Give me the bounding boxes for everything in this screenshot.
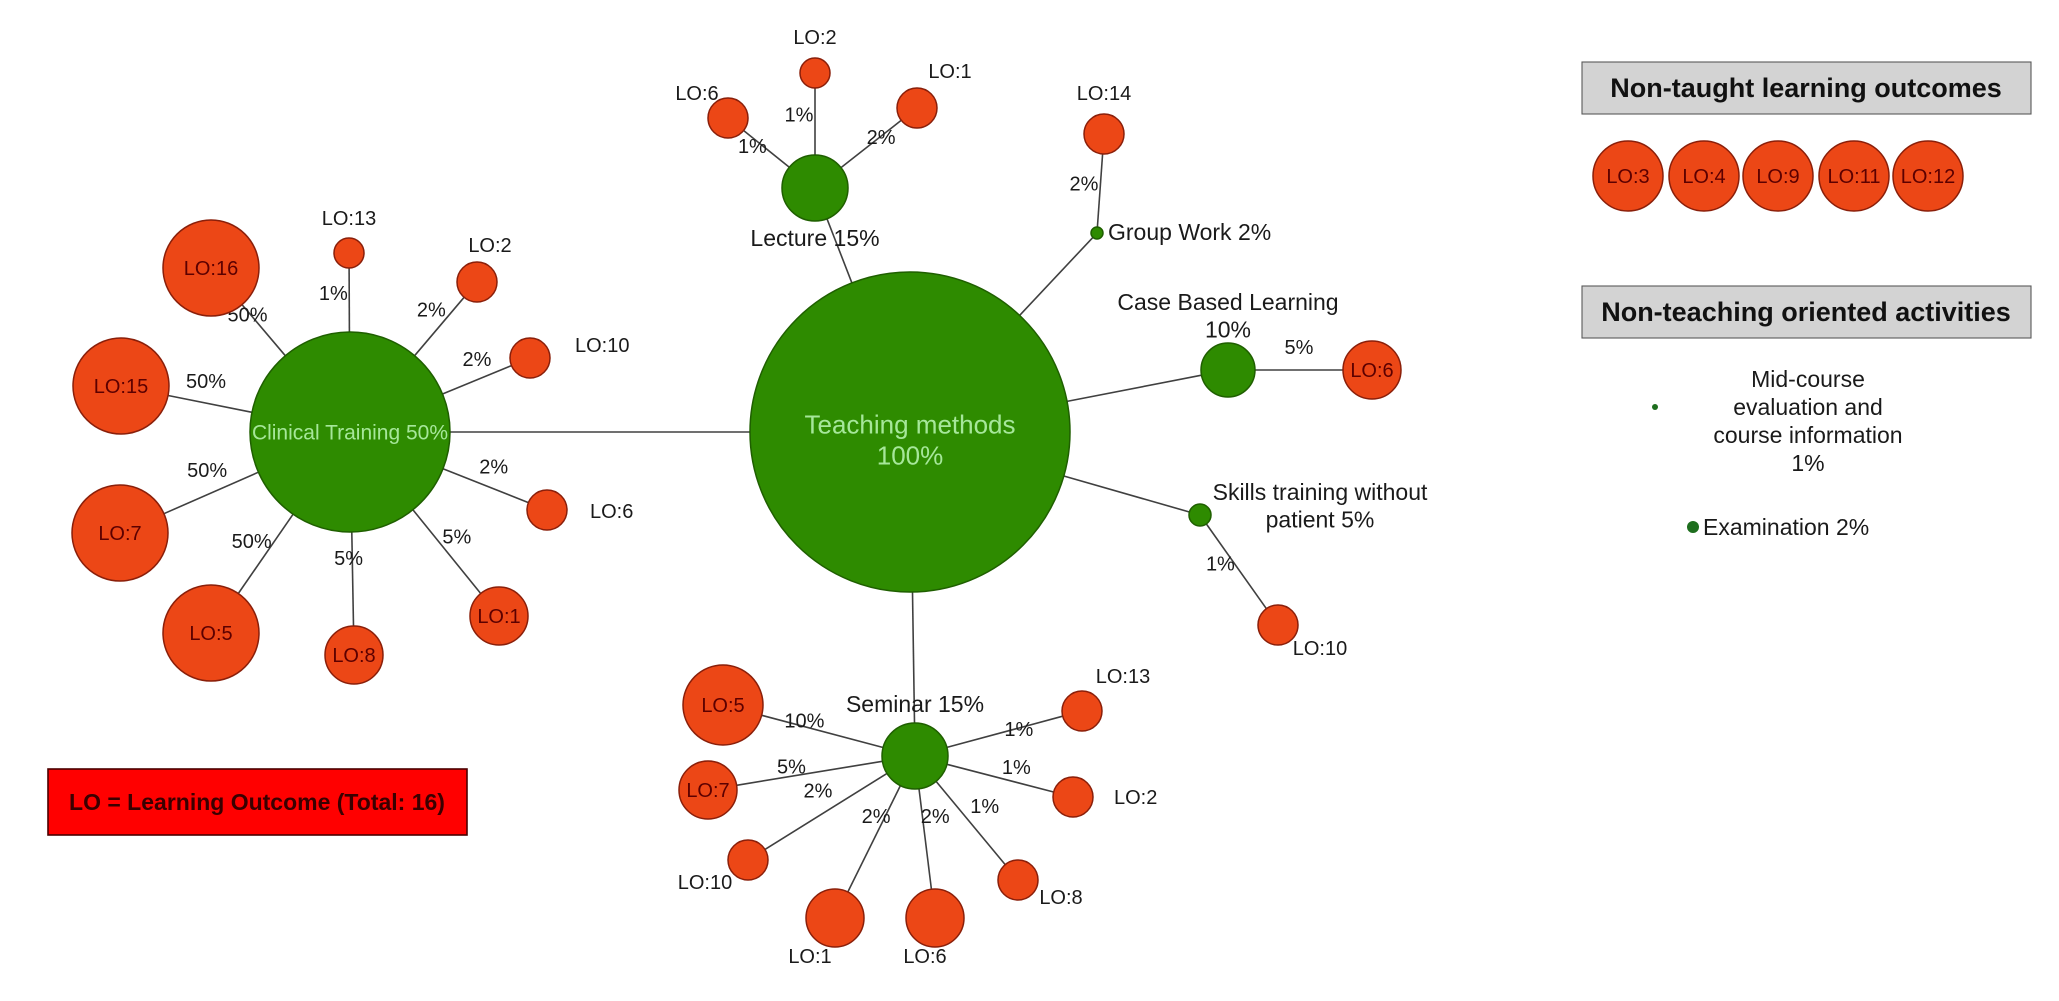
svg-text:Seminar 15%: Seminar 15% [846,691,984,717]
svg-text:LO = Learning Outcome (Total:: LO = Learning Outcome (Total: 16) [69,789,445,815]
svg-text:Clinical Training 50%: Clinical Training 50% [252,421,448,444]
svg-text:LO:2: LO:2 [468,235,511,257]
svg-text:evaluation and: evaluation and [1733,394,1883,420]
svg-text:LO:3: LO:3 [1606,166,1649,188]
svg-text:LO:9: LO:9 [1756,166,1799,188]
svg-text:LO:13: LO:13 [1096,666,1150,688]
svg-text:5%: 5% [442,527,471,549]
svg-text:LO:5: LO:5 [701,695,744,717]
svg-text:1%: 1% [319,283,348,305]
svg-text:LO:14: LO:14 [1077,83,1131,105]
svg-text:LO:7: LO:7 [98,523,141,545]
svg-text:1%: 1% [1791,450,1824,476]
svg-text:1%: 1% [1206,553,1235,575]
svg-text:5%: 5% [1285,337,1314,359]
svg-text:Group Work 2%: Group Work 2% [1108,219,1271,245]
svg-text:2%: 2% [804,780,833,802]
svg-text:1%: 1% [785,105,814,127]
svg-text:2%: 2% [479,457,508,479]
svg-text:50%: 50% [187,460,227,482]
svg-text:LO:6: LO:6 [903,946,946,968]
svg-text:1%: 1% [970,796,999,818]
svg-text:1%: 1% [1004,719,1033,741]
svg-text:50%: 50% [232,531,272,553]
svg-text:LO:10: LO:10 [1293,638,1347,660]
svg-text:Examination 2%: Examination 2% [1703,514,1869,540]
svg-text:LO:1: LO:1 [928,61,971,83]
svg-text:5%: 5% [334,548,363,570]
svg-text:Non-teaching oriented activiti: Non-teaching oriented activities [1601,297,2011,327]
svg-text:LO:2: LO:2 [793,27,836,49]
svg-text:LO:7: LO:7 [686,780,729,802]
svg-text:LO:15: LO:15 [94,376,148,398]
svg-text:LO:10: LO:10 [678,872,732,894]
svg-text:LO:6: LO:6 [1350,360,1393,382]
svg-text:1%: 1% [1002,757,1031,779]
svg-text:2%: 2% [921,806,950,828]
svg-text:2%: 2% [1070,174,1099,196]
svg-text:2%: 2% [417,300,446,322]
svg-text:LO:11: LO:11 [1828,166,1881,188]
svg-text:Lecture 15%: Lecture 15% [750,225,879,251]
svg-text:2%: 2% [867,127,896,149]
svg-text:course information: course information [1713,422,1902,448]
svg-text:LO:10: LO:10 [575,335,629,357]
svg-text:LO:6: LO:6 [590,501,633,523]
svg-text:LO:12: LO:12 [1901,166,1955,188]
svg-text:2%: 2% [862,806,891,828]
svg-text:5%: 5% [777,756,806,778]
svg-text:Mid-course: Mid-course [1751,366,1865,392]
svg-text:LO:8: LO:8 [1039,887,1082,909]
svg-text:1%: 1% [738,136,767,158]
svg-text:50%: 50% [186,371,226,393]
svg-text:LO:8: LO:8 [332,645,375,667]
svg-text:LO:2: LO:2 [1114,787,1157,809]
svg-text:2%: 2% [463,349,492,371]
svg-text:LO:13: LO:13 [322,208,376,230]
svg-text:10%: 10% [784,710,824,732]
svg-text:LO:1: LO:1 [477,606,520,628]
svg-text:LO:4: LO:4 [1682,166,1725,188]
svg-text:LO:6: LO:6 [675,83,718,105]
svg-text:LO:16: LO:16 [184,258,238,280]
svg-text:LO:1: LO:1 [788,946,831,968]
svg-text:Non-taught learning outcomes: Non-taught learning outcomes [1610,73,2002,103]
svg-text:LO:5: LO:5 [189,623,232,645]
